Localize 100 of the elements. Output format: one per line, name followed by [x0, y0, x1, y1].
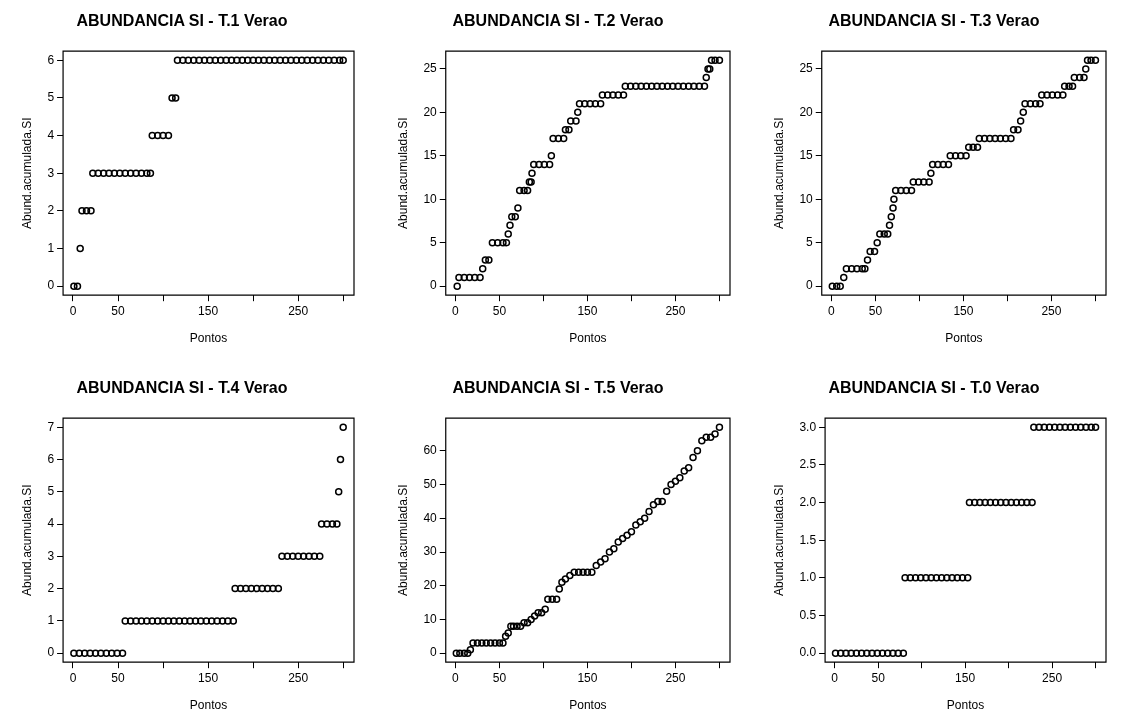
y-axis-title: Abund.acumulada.SI	[771, 483, 786, 596]
point	[917, 573, 925, 582]
point	[107, 648, 116, 657]
point	[171, 94, 180, 102]
point	[965, 498, 974, 506]
y-tick-label: 10	[799, 191, 814, 206]
point	[339, 422, 347, 431]
point	[211, 56, 220, 64]
y-tick-label: 25	[799, 61, 814, 76]
point	[289, 552, 297, 560]
point	[179, 56, 187, 64]
y-tick-label: 20	[423, 104, 438, 119]
point	[1087, 422, 1095, 431]
y-axis-title: Abund.acumulada.SI	[395, 117, 410, 229]
point	[184, 56, 193, 64]
point	[143, 616, 151, 625]
y-tick-label: 1	[47, 612, 55, 627]
x-tick-label: 0	[69, 670, 77, 685]
y-tick-label: 0	[47, 644, 55, 659]
point	[336, 455, 345, 463]
y-tick-label: 20	[799, 104, 814, 119]
y-tick-label: 15	[423, 148, 438, 163]
point	[70, 282, 78, 290]
x-axis-title: Pontos	[189, 697, 228, 712]
point	[299, 552, 308, 560]
point	[236, 584, 245, 592]
point	[997, 498, 1005, 506]
x-tick-label: 250	[665, 670, 686, 685]
point	[202, 616, 211, 625]
point	[883, 648, 892, 657]
point	[249, 56, 257, 64]
point	[146, 169, 155, 177]
x-tick-label: 0	[831, 670, 839, 685]
point	[126, 616, 135, 625]
point	[943, 573, 951, 582]
point	[298, 56, 306, 64]
point	[173, 56, 182, 64]
chart-title: ABUNDANCIA SI - T.1 Verao	[76, 12, 288, 30]
point	[1035, 422, 1043, 431]
point	[857, 648, 866, 657]
point	[1071, 422, 1080, 431]
point	[976, 498, 984, 506]
x-tick-label: 50	[492, 303, 507, 318]
point	[254, 56, 263, 64]
y-tick-label: 5	[430, 235, 438, 250]
y-tick-label: 4	[47, 127, 55, 142]
point	[873, 648, 882, 657]
point	[89, 169, 97, 177]
point	[110, 169, 119, 177]
point	[263, 584, 272, 592]
point	[243, 56, 252, 64]
chart-title: ABUNDANCIA SI - T.2 Verao	[452, 12, 664, 30]
point	[137, 169, 146, 177]
y-tick-label: 30	[423, 543, 438, 558]
x-tick-label: 0	[69, 303, 77, 318]
point	[831, 648, 840, 657]
point	[863, 648, 871, 657]
point	[334, 487, 343, 496]
point	[292, 56, 301, 64]
point	[305, 552, 313, 560]
x-tick-label: 150	[198, 670, 219, 685]
point	[247, 584, 256, 592]
point	[1012, 498, 1021, 506]
point	[953, 573, 962, 582]
x-tick-label: 150	[955, 670, 976, 685]
point	[229, 616, 238, 625]
point	[153, 131, 162, 140]
point	[958, 573, 967, 582]
point	[82, 207, 91, 215]
point	[842, 648, 850, 657]
point	[1066, 422, 1075, 431]
point	[339, 56, 347, 64]
point	[233, 56, 241, 64]
point	[118, 648, 127, 657]
point	[94, 169, 102, 177]
y-tick-label: 3	[47, 165, 55, 180]
point	[216, 56, 225, 64]
point	[310, 552, 319, 560]
point	[227, 56, 236, 64]
point	[847, 648, 855, 657]
y-tick-label: 7	[47, 419, 55, 434]
y-tick-label: 2.0	[799, 494, 817, 509]
point	[303, 56, 311, 64]
point	[1007, 498, 1015, 506]
point	[287, 56, 295, 64]
point	[927, 573, 935, 582]
point	[191, 616, 200, 625]
point	[1077, 422, 1085, 431]
point	[121, 169, 129, 177]
x-axis-title: Pontos	[189, 331, 228, 346]
point	[1023, 498, 1031, 506]
point	[231, 584, 239, 592]
x-tick-label: 150	[198, 303, 219, 318]
point	[878, 648, 887, 657]
point	[70, 648, 78, 657]
x-tick-label: 250	[288, 303, 309, 318]
y-axis-title: Abund.acumulada.SI	[395, 483, 410, 596]
x-tick-label: 150	[953, 303, 974, 318]
y-tick-label: 15	[799, 148, 814, 163]
point	[901, 573, 909, 582]
